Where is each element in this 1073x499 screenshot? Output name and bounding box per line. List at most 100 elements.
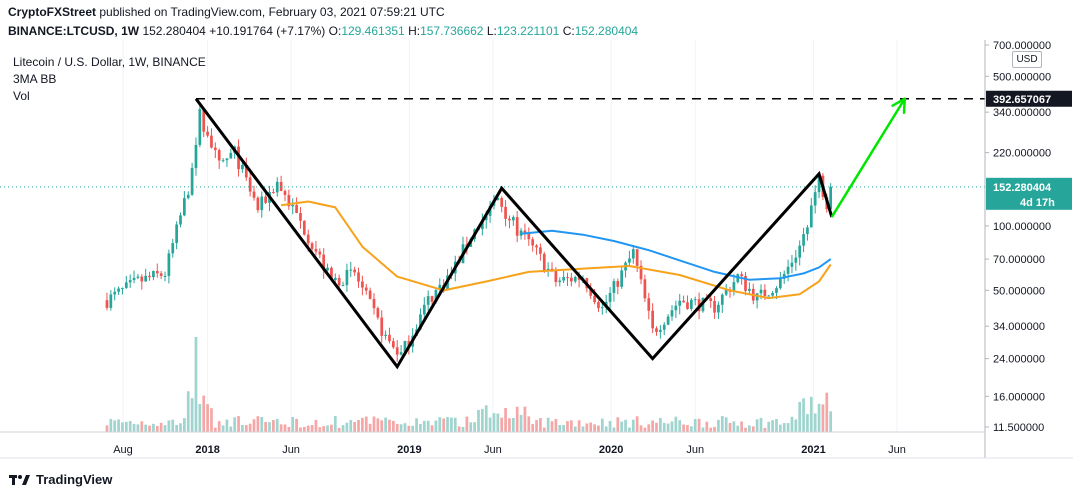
volume-bar	[744, 427, 747, 432]
candle-body	[357, 272, 360, 282]
currency-button[interactable]: USD	[1012, 51, 1042, 68]
candle-body	[380, 317, 384, 336]
projection-arrowhead	[891, 97, 906, 107]
volume-bar	[465, 416, 469, 432]
candle-body	[809, 205, 813, 228]
volume-bar	[802, 398, 805, 432]
candle-body	[179, 215, 182, 225]
legend-title[interactable]: Litecoin / U.S. Dollar, 1W, BINANCE	[13, 55, 206, 69]
candle-body	[539, 247, 542, 254]
volume-bar	[589, 422, 593, 432]
candle-body	[713, 300, 716, 313]
volume-bar	[206, 404, 209, 432]
candle-body	[121, 287, 124, 289]
candle-body	[515, 217, 519, 236]
candle-body	[790, 262, 794, 267]
volume-bar	[542, 427, 546, 432]
candle-body	[171, 243, 175, 254]
volume-bar	[171, 419, 175, 432]
candle-body	[198, 109, 202, 145]
volume-bar	[736, 425, 740, 432]
volume-bar	[144, 424, 148, 432]
volume-bar	[121, 422, 124, 432]
ma-fast-line	[521, 229, 832, 281]
resistance-price-tag	[986, 90, 1072, 107]
candle-body	[782, 273, 786, 279]
x-tick-label: 2019	[397, 444, 421, 456]
candle-body	[573, 276, 577, 282]
volume-bar	[233, 417, 237, 432]
candle-body	[670, 310, 674, 317]
candle-body	[806, 227, 809, 235]
volume-bar	[535, 420, 538, 432]
volume-bar	[422, 420, 426, 432]
volume-bar	[194, 337, 198, 432]
candle-body	[306, 234, 310, 244]
volume-bar	[709, 427, 713, 432]
ma-slow-line	[280, 200, 832, 300]
legend-indicator[interactable]: 3MA BB	[13, 72, 57, 86]
candle-body	[732, 282, 736, 292]
volume-bar	[179, 423, 182, 432]
volume-bar	[403, 423, 407, 432]
candle-body	[771, 292, 774, 296]
volume-bar	[430, 425, 434, 432]
volume-bar	[241, 424, 244, 432]
volume-bar	[720, 416, 724, 432]
volume-bar	[806, 414, 809, 432]
candle-body	[225, 158, 229, 161]
candle-body	[372, 298, 376, 309]
volume-bar	[643, 427, 647, 432]
volume-bar	[117, 419, 120, 432]
volume-bar	[573, 426, 577, 432]
candle-body	[724, 289, 728, 295]
volume-bar	[755, 419, 759, 432]
volume-bar	[759, 417, 763, 432]
volume-bar	[790, 416, 794, 432]
publisher-name[interactable]: CryptoFXStreet	[8, 5, 97, 19]
low-value: 123.221101	[496, 24, 560, 38]
candle-body	[616, 281, 620, 287]
candle-body	[686, 302, 689, 309]
candle-body	[376, 308, 380, 318]
candle-body	[767, 295, 771, 297]
volume-bar	[786, 423, 790, 432]
volume-bar	[105, 425, 109, 432]
volume-bar	[380, 420, 384, 432]
tradingview-logo-icon	[9, 474, 30, 485]
candle-body	[786, 266, 790, 274]
tradingview-logo[interactable]: TradingView	[9, 472, 112, 487]
x-tick-label: Aug	[113, 444, 133, 456]
candle-body	[364, 287, 368, 291]
legend-volume[interactable]: Vol	[13, 89, 30, 103]
candle-body	[206, 131, 209, 136]
volume-bar	[484, 405, 488, 432]
candle-body	[817, 175, 821, 193]
volume-bar	[190, 398, 194, 432]
candle-body	[136, 276, 140, 278]
candle-body	[221, 160, 225, 162]
candle-body	[566, 277, 569, 279]
candle-body	[597, 302, 600, 309]
y-tick-label: 700.000000	[993, 40, 1051, 52]
volume-bar	[450, 417, 453, 432]
candle-body	[395, 347, 399, 355]
volume-bar	[302, 426, 306, 432]
volume-bar	[109, 418, 113, 432]
volume-bar	[275, 418, 279, 432]
candle-body	[337, 277, 341, 286]
volume-bar	[794, 419, 798, 432]
candle-body	[643, 279, 647, 299]
volume-bar	[821, 404, 825, 432]
y-tick-label: 70.000000	[993, 254, 1045, 266]
volume-bar	[686, 425, 689, 432]
volume-bar	[198, 403, 202, 432]
candle-body	[241, 164, 244, 170]
axes: 700.000000 500.000000 340.000000 220.000000…	[0, 40, 1073, 459]
volume-bar	[682, 424, 685, 432]
candle-body	[562, 277, 565, 281]
candle-body	[523, 230, 527, 234]
candle-body	[190, 168, 194, 195]
volume-bar	[183, 418, 186, 432]
